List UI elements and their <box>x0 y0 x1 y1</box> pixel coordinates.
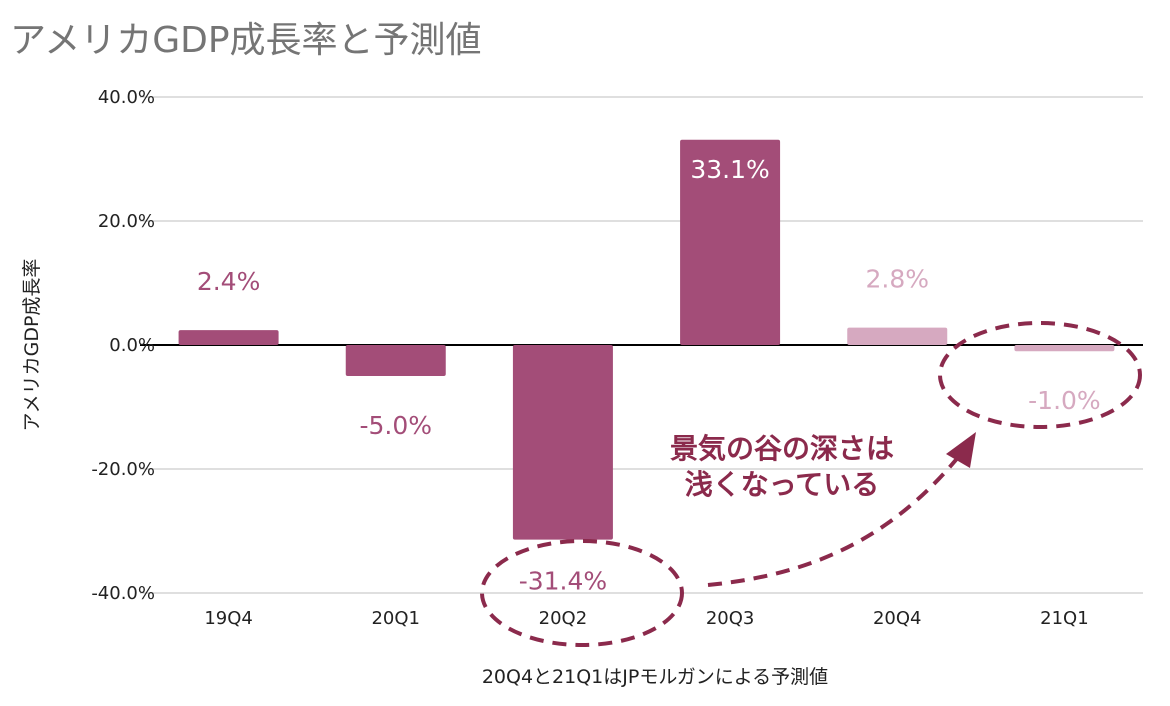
bar-21q1 <box>1014 345 1115 352</box>
annotation-arrow <box>707 453 962 587</box>
data-label-20q1: -5.0% <box>359 411 432 440</box>
arrow-head-icon <box>946 432 976 468</box>
x-tick-label: 20Q1 <box>371 608 420 629</box>
highlight-ellipse-21q1 <box>938 321 1142 429</box>
y-tick-label: -20.0% <box>91 459 155 480</box>
x-tick-label: 19Q4 <box>204 608 253 629</box>
y-axis-label: アメリカGDP成長率 <box>21 259 43 432</box>
annotation-line-2: 浅くなっている <box>685 468 880 501</box>
data-label-21q1: -1.0% <box>1028 386 1101 415</box>
x-tick-label: 20Q4 <box>873 608 922 629</box>
data-label-20q2: -31.4% <box>519 567 607 596</box>
x-tick-label: 20Q2 <box>539 608 588 629</box>
y-tick-label: 0.0% <box>109 335 155 356</box>
y-tick-label: 20.0% <box>98 211 155 232</box>
chart-title: アメリカGDP成長率と予測値 <box>10 20 482 61</box>
x-tick-label: 20Q3 <box>706 608 755 629</box>
y-tick-label: -40.0% <box>91 583 155 604</box>
bar-20q2 <box>512 345 613 540</box>
annotation-line-1: 景気の谷の深さは <box>670 432 894 465</box>
data-label-20q3: 33.1% <box>690 155 769 184</box>
bar-20q3 <box>680 139 781 345</box>
y-tick-label: 40.0% <box>98 87 155 108</box>
highlight-ellipse-20q2 <box>480 539 684 647</box>
x-tick-label: 21Q1 <box>1040 608 1089 629</box>
data-label-20q4: 2.8% <box>865 265 929 294</box>
bar-20q1 <box>345 345 446 376</box>
data-label-19q4: 2.4% <box>197 267 261 296</box>
x-axis-label: 20Q4と21Q1はJPモルガンによる予測値 <box>482 666 828 688</box>
bar-19q4 <box>178 330 279 345</box>
bar-20q4 <box>847 327 948 345</box>
